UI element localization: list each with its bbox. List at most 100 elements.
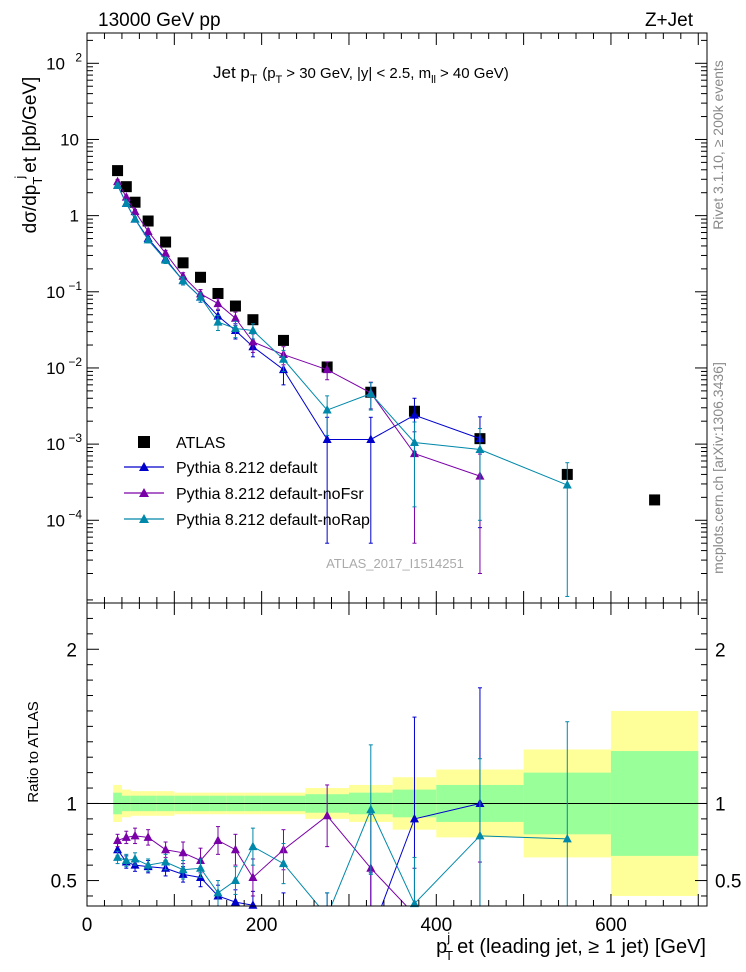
norap-data-point (161, 255, 171, 264)
norap-data-point (121, 198, 131, 207)
norap-data-point (196, 292, 206, 301)
default-ratio-point (113, 844, 123, 854)
nofsr-data-point (143, 226, 153, 235)
legend-marker-norap (139, 514, 149, 523)
ratio-xtick-label: 200 (246, 915, 278, 936)
nofsr-data-point (248, 336, 258, 346)
atlas-data-point (142, 215, 154, 227)
main-plot-title: Jet pT (pT > 30 GeV, |y| < 2.5, mll > 40 Ge… (213, 63, 509, 86)
norap-ratio-point (475, 830, 485, 840)
legend: ATLAS Pythia 8.212 default Pythia 8.212 … (124, 435, 370, 529)
norap-data-point (230, 323, 240, 332)
main-ytick-label: 10 (46, 511, 65, 530)
nofsr-ratio-point (230, 844, 240, 854)
nofsr-ratio-point (121, 832, 131, 841)
norap-ratio-point (409, 898, 419, 908)
norap-data-point (130, 214, 140, 223)
legend-marker-nofsr (139, 488, 149, 497)
nofsr-ratio-point (248, 872, 258, 881)
norap-data-point (366, 388, 376, 398)
norap-ratio-point (213, 887, 223, 897)
atlas-data-point (129, 196, 141, 208)
norap-ratio-point (113, 852, 123, 861)
main-ytick-label: 10 (46, 359, 65, 378)
nofsr-line (117, 181, 481, 477)
ratio-ytick-label-right: 0.5 (715, 872, 741, 893)
main-ytick-exponent: 2 (75, 50, 82, 64)
norap-data-point (475, 444, 485, 453)
main-ytick-exponent: −2 (68, 355, 82, 369)
main-ytick-label: 10 (46, 283, 65, 302)
ratio-ytick-label: 1 (66, 794, 77, 815)
main-series-layer (112, 165, 661, 597)
default-ratio-point (230, 897, 240, 906)
norap-ratio-point (121, 855, 131, 865)
norap-data-point (213, 317, 223, 326)
default-ratio-point (248, 900, 258, 909)
header-energy: 13000 GeV pp (98, 10, 221, 31)
norap-ratio-point (366, 804, 376, 814)
nofsr-ratio-point (213, 835, 223, 844)
atlas-data-point (247, 314, 259, 326)
norap-ratio-point (143, 860, 153, 869)
ratio-ylabel: Ratio to ATLAS (25, 701, 42, 802)
legend-marker-default (139, 462, 149, 471)
ratio-series-layer (113, 687, 572, 909)
default-data-point (366, 434, 376, 443)
ratio-xtick-label: 600 (595, 915, 627, 936)
nofsr-ratio-point (161, 844, 171, 854)
norap-ratio-point (230, 875, 240, 885)
ratio-axis-ticks: 0.5 0.5 1 1 2 2 0 200 400 600 (51, 602, 741, 936)
ratio-ytick-label: 2 (66, 640, 77, 661)
nofsr-data-point (213, 298, 223, 308)
ratio-ytick-label-right: 1 (715, 794, 726, 815)
norap-ratio-point (562, 833, 572, 843)
norap-data-point (562, 480, 572, 489)
legend-label-nofsr: Pythia 8.212 default-noFsr (176, 486, 364, 503)
ratio-ytick-label-right: 2 (715, 640, 726, 661)
norap-data-point (143, 234, 153, 244)
atlas-data-point (112, 165, 124, 177)
atlas-data-point (229, 300, 241, 312)
atlas-data-point (277, 334, 289, 346)
norap-data-point (113, 180, 123, 189)
atlas-data-point (212, 287, 224, 299)
atlas-data-point (160, 236, 172, 248)
default-line (117, 185, 481, 440)
norap-data-point (248, 325, 258, 335)
ratio-plot-frame (86, 602, 708, 907)
atlas-data-point (120, 181, 132, 193)
legend-marker-atlas (138, 436, 150, 448)
main-ytick-label: 10 (46, 435, 65, 454)
nofsr-data-point (322, 364, 332, 374)
nofsr-data-point (161, 248, 171, 257)
ratio-xtick-label: 0 (82, 915, 93, 936)
norap-data-point (178, 275, 188, 285)
nofsr-ratio-point (143, 832, 153, 841)
norap-line (117, 185, 568, 486)
main-ytick-exponent: −3 (68, 431, 82, 445)
norap-data-point (278, 354, 288, 363)
norap-ratio-point (196, 863, 206, 872)
norap-ratio-point (178, 864, 188, 874)
main-ylabel: dσ/dpTjet [pb/GeV] (12, 77, 45, 234)
main-ytick-label: 1 (70, 207, 79, 226)
default-ratio-point (409, 813, 419, 823)
nofsr-ratio-point (178, 847, 188, 857)
norap-ratio-point (278, 858, 288, 868)
nofsr-data-point (230, 313, 240, 322)
norap-ratio-point (248, 841, 258, 851)
ratio-xtick-label: 400 (420, 915, 452, 936)
nofsr-data-point (130, 206, 140, 216)
norap-data-point (409, 437, 419, 446)
main-ytick-label: 10 (60, 130, 79, 149)
header-process: Z+Jet (645, 10, 694, 31)
rivet-note: Rivet 3.1.10, ≥ 200k events (710, 60, 726, 230)
main-ytick-exponent: −1 (68, 279, 82, 293)
atlas-data-point (649, 494, 661, 506)
atlas-data-point (177, 257, 189, 269)
norap-ratio-point (130, 853, 140, 863)
